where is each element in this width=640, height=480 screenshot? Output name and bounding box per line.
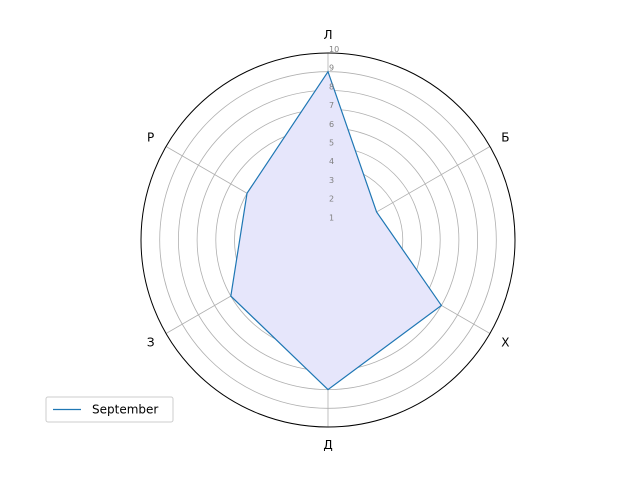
tick-label-7: 7 [329,101,334,110]
tick-label-3: 3 [329,176,334,185]
tick-label-10: 10 [329,45,339,54]
tick-label-5: 5 [329,139,334,148]
tick-label-8: 8 [329,82,334,91]
tick-label-9: 9 [329,64,334,73]
legend-label-september: September [92,403,158,417]
tick-label-6: 6 [329,120,334,129]
tick-label-2: 2 [329,195,334,204]
axis-label-1: Б [501,131,509,145]
tick-label-4: 4 [329,157,334,166]
legend: September [46,397,173,422]
axis-label-3: Д [323,438,332,452]
axis-label-5: Р [147,131,154,145]
tick-label-1: 1 [329,213,334,222]
axis-label-4: З [147,335,155,349]
axis-label-2: Х [501,335,509,349]
axis-label-0: Л [323,28,332,42]
